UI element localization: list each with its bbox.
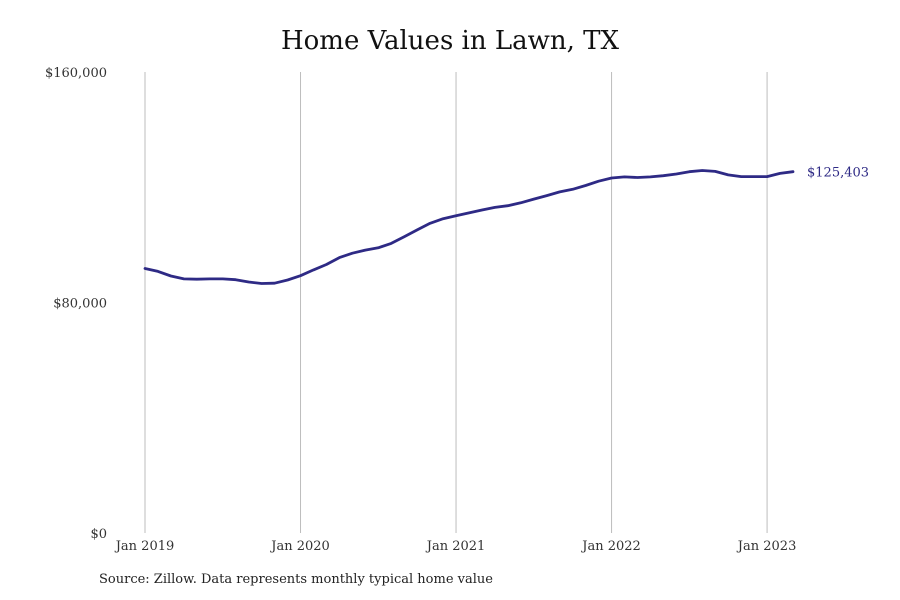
x-tick-label: Jan 2019: [114, 539, 175, 554]
series-line-home-value: [143, 169, 795, 285]
y-tick-label: $0: [90, 527, 107, 542]
x-tick-label: Jan 2022: [580, 539, 641, 554]
y-tick-label: $160,000: [45, 66, 107, 81]
x-tick-label: Jan 2020: [269, 539, 330, 554]
x-tick-label: Jan 2021: [425, 539, 486, 554]
end-value-label: $125,403: [807, 166, 869, 181]
y-tick-label: $80,000: [53, 297, 107, 312]
x-axis-ticks: Jan 2019 Jan 2020 Jan 2021 Jan 2022 Jan 2023: [114, 539, 797, 554]
chart-title: Home Values in Lawn, TX: [280, 26, 620, 56]
y-axis-ticks: $0 $80,000 $160,000: [45, 66, 107, 542]
source-note: Source: Zillow. Data represents monthly …: [99, 572, 493, 587]
x-tick-label: Jan 2023: [736, 539, 797, 554]
gridlines: [144, 72, 768, 533]
